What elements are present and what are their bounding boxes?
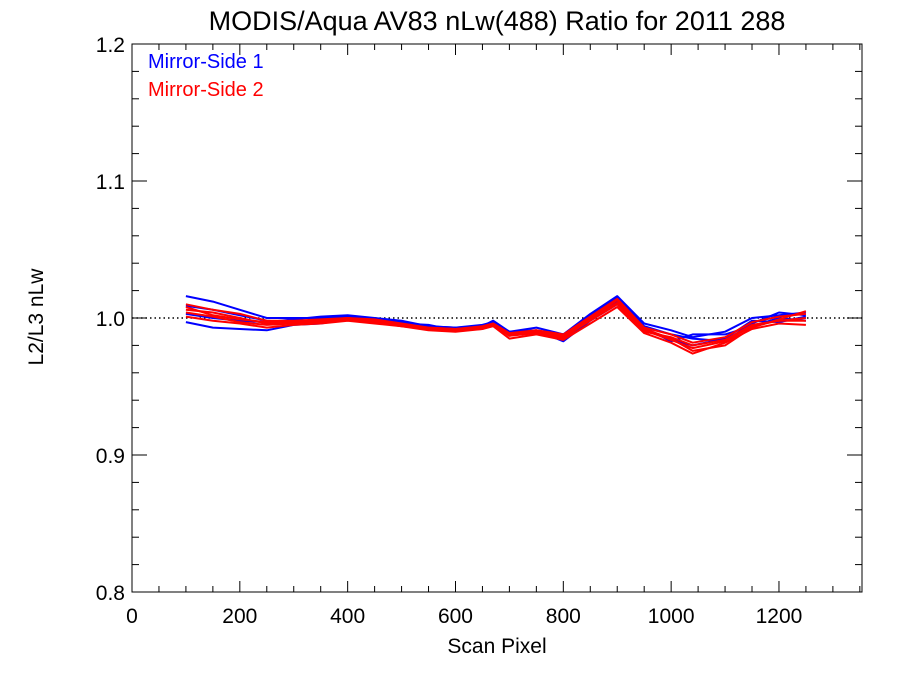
x-tick-label: 0 (126, 605, 138, 628)
y-tick-label: 0.8 (96, 582, 125, 605)
series-line-mirror-side-2 (185, 301, 806, 350)
x-tick-label: 800 (546, 605, 581, 628)
x-tick-label: 200 (222, 605, 257, 628)
series-group (185, 295, 807, 355)
y-tick-label: 1.0 (96, 308, 125, 331)
plot-frame (131, 43, 863, 593)
series-line-mirror-side-2 (185, 306, 806, 355)
series-line-mirror-side-1 (185, 295, 807, 339)
y-ticks: 0.8 0.9 1.0 1.1 1.2 (96, 34, 862, 605)
y-tick-label: 1.1 (96, 171, 125, 194)
legend-entry-mirror-side-2: Mirror-Side 2 (148, 79, 264, 101)
y-tick-label: 0.9 (96, 445, 125, 468)
x-ticks: 0 200 400 600 800 1000 1200 (126, 44, 861, 628)
series-line-mirror-side-2 (185, 297, 806, 344)
y-tick-label: 1.2 (96, 34, 125, 57)
x-axis-label: Scan Pixel (447, 635, 546, 658)
chart-title: MODIS/Aqua AV83 nLw(488) Ratio for 2011 … (209, 6, 786, 36)
x-tick-label: 1200 (756, 605, 803, 628)
y-axis-label: L2/L3 nLw (25, 268, 48, 366)
x-tick-label: 600 (438, 605, 473, 628)
legend-entry-mirror-side-1: Mirror-Side 1 (148, 51, 264, 73)
x-tick-label: 1000 (648, 605, 695, 628)
x-tick-label: 400 (330, 605, 365, 628)
series-line-mirror-side-1 (185, 295, 807, 343)
